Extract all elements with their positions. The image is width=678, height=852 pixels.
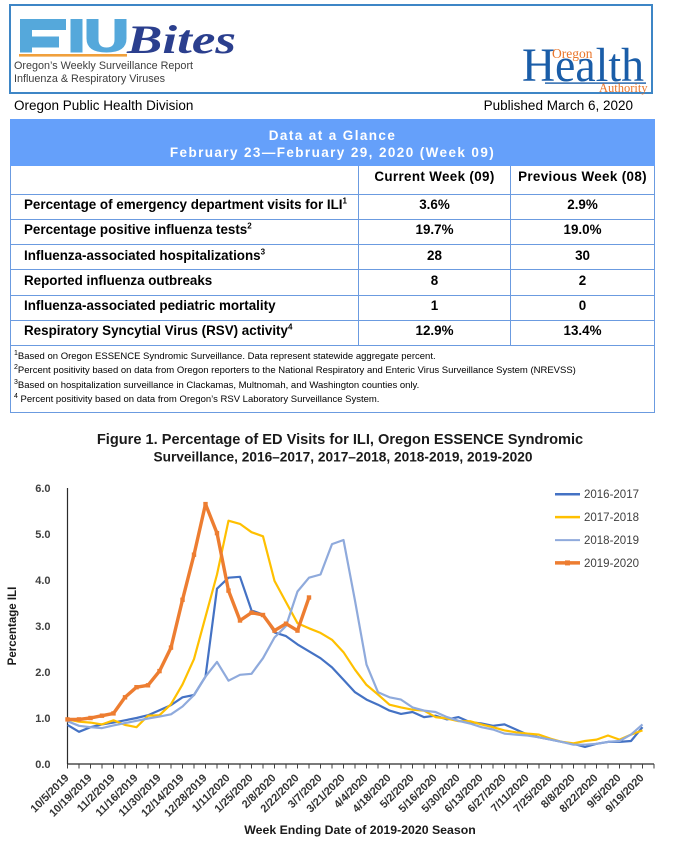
svg-text:2017-2018: 2017-2018 [584,512,639,524]
svg-text:2.0: 2.0 [35,667,50,679]
svg-text:3.0: 3.0 [35,621,50,633]
svg-text:4.0: 4.0 [35,575,50,587]
svg-text:6.0: 6.0 [35,483,50,495]
svg-text:1.0: 1.0 [35,713,50,725]
svg-text:Figure 1. Percentage of ED Vis: Figure 1. Percentage of ED Visits for IL… [97,432,583,448]
svg-text:Oregon: Oregon [552,46,593,61]
svg-text:Percentage ILI: Percentage ILI [7,587,19,666]
svg-text:2018-2019: 2018-2019 [584,535,639,547]
svg-text:Week Ending Date of 2019-2020: Week Ending Date of 2019-2020 Season [244,823,475,837]
svg-text:Surveillance, 2016–2017, 2017–: Surveillance, 2016–2017, 2017–2018, 2018… [153,450,532,465]
svg-text:0.0: 0.0 [35,759,50,771]
svg-text:2016-2017: 2016-2017 [584,489,639,501]
svg-text:5.0: 5.0 [35,529,50,541]
svg-text:Authority: Authority [599,81,648,95]
svg-text:2019-2020: 2019-2020 [584,558,639,570]
svg-text:Bites: Bites [126,17,236,62]
